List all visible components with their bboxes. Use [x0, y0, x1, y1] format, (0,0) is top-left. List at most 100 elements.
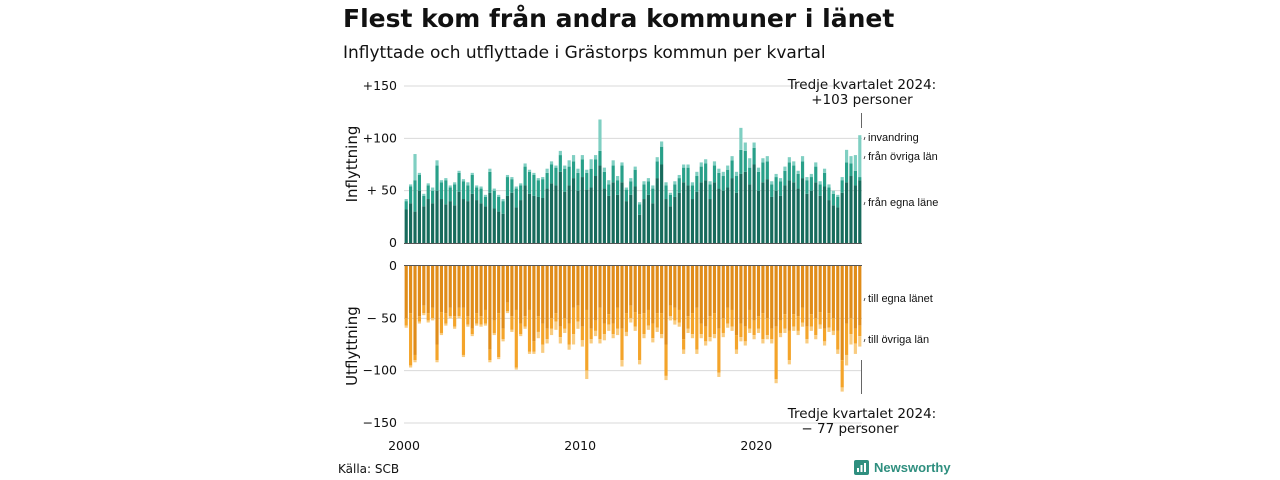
bar-inflow — [739, 149, 743, 174]
bar-inflow — [523, 166, 527, 186]
bar-inflow — [549, 183, 554, 243]
bar-inflow — [616, 180, 620, 195]
bar-outflow — [611, 334, 615, 339]
annotation-top-line1: Tredje kvartalet 2024: — [787, 77, 936, 93]
bar-inflow — [431, 203, 435, 243]
bar-outflow — [673, 266, 677, 308]
bar-inflow — [858, 135, 862, 178]
chart-subtitle: Inflyttade och utflyttade i Grästorps ko… — [343, 43, 826, 63]
bar-outflow — [580, 340, 584, 347]
bar-inflow — [435, 160, 439, 166]
bar-inflow — [818, 181, 822, 185]
bar-outflow — [409, 313, 413, 366]
ytick-label-bottom: −150 — [363, 415, 397, 430]
outflow-bars — [404, 266, 862, 392]
bar-outflow — [853, 343, 857, 354]
bar-outflow — [677, 309, 681, 323]
bar-outflow — [483, 323, 488, 326]
bar-outflow — [492, 320, 496, 333]
bar-inflow — [708, 184, 712, 200]
bar-inflow — [677, 192, 681, 243]
bar-outflow — [488, 266, 492, 350]
bar-outflow — [607, 314, 611, 325]
inflow-bars — [404, 119, 862, 243]
bar-outflow — [748, 266, 752, 310]
bar-inflow — [541, 177, 545, 180]
bar-inflow — [453, 205, 457, 243]
bar-outflow — [800, 322, 805, 327]
bar-outflow — [571, 307, 576, 335]
bar-inflow — [646, 178, 650, 182]
brand[interactable]: Newsworthy — [854, 460, 951, 475]
bar-outflow — [752, 335, 756, 340]
bar-outflow — [501, 328, 505, 340]
bar-outflow — [505, 266, 510, 303]
bar-outflow — [818, 312, 822, 325]
bar-outflow — [805, 326, 809, 340]
bar-inflow — [435, 190, 439, 243]
bar-outflow — [580, 326, 584, 341]
bar-inflow — [783, 166, 787, 171]
bar-inflow — [822, 186, 827, 243]
bar-outflow — [409, 266, 413, 314]
bar-inflow — [549, 161, 554, 165]
bar-inflow — [554, 167, 558, 186]
bar-inflow — [783, 170, 787, 186]
bar-inflow — [554, 165, 558, 168]
bar-outflow — [743, 341, 747, 346]
bar-inflow — [576, 172, 580, 191]
bar-inflow — [624, 201, 628, 243]
bar-inflow — [642, 199, 646, 243]
bar-inflow — [620, 162, 624, 166]
bar-outflow — [510, 316, 514, 330]
bar-inflow — [448, 185, 452, 188]
bar-inflow — [541, 197, 545, 243]
bar-inflow — [448, 201, 452, 243]
bar-outflow — [576, 321, 580, 329]
bar-inflow — [466, 185, 470, 202]
bar-inflow — [417, 174, 421, 191]
bar-outflow — [563, 318, 567, 329]
bar-outflow — [845, 354, 849, 366]
bar-inflow — [638, 202, 642, 205]
bar-inflow — [787, 157, 791, 163]
bar-outflow — [571, 334, 576, 345]
bar-outflow — [422, 266, 426, 306]
bar-outflow — [712, 334, 717, 339]
bar-inflow — [426, 183, 430, 186]
bar-inflow — [721, 190, 725, 243]
label-till-egna-lanet: till egna länet — [868, 293, 933, 305]
bar-inflow — [690, 199, 695, 243]
bar-inflow — [532, 195, 536, 243]
bar-inflow — [831, 190, 835, 194]
bar-inflow — [431, 190, 435, 204]
ytick-label-top: +100 — [363, 130, 397, 145]
bar-outflow — [510, 329, 514, 332]
bar-outflow — [602, 266, 606, 324]
bar-outflow — [413, 360, 417, 363]
bar-outflow — [475, 313, 479, 324]
bar-outflow — [730, 309, 734, 327]
bar-inflow — [629, 194, 633, 243]
bar-outflow — [497, 313, 501, 358]
bar-inflow — [444, 178, 448, 181]
bar-inflow — [800, 178, 805, 243]
bar-outflow — [726, 266, 730, 308]
bar-inflow — [616, 176, 620, 181]
bar-inflow — [439, 182, 444, 200]
bar-inflow — [840, 180, 844, 193]
bar-inflow — [704, 159, 708, 164]
bar-inflow — [589, 159, 593, 169]
bar-outflow — [541, 344, 545, 353]
bar-inflow — [413, 154, 417, 181]
bar-outflow — [849, 318, 853, 335]
bar-outflow — [721, 318, 725, 333]
bar-outflow — [712, 313, 717, 335]
bar-outflow — [668, 305, 673, 317]
bar-outflow — [545, 339, 549, 344]
bar-inflow — [602, 171, 606, 189]
bar-outflow — [426, 320, 430, 323]
bar-inflow — [492, 190, 496, 209]
bar-inflow — [686, 164, 690, 168]
